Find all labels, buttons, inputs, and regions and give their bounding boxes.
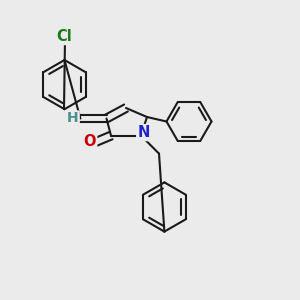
Text: H: H: [67, 112, 79, 125]
Text: Cl: Cl: [57, 29, 72, 44]
Text: O: O: [84, 134, 96, 148]
Text: N: N: [137, 125, 150, 140]
